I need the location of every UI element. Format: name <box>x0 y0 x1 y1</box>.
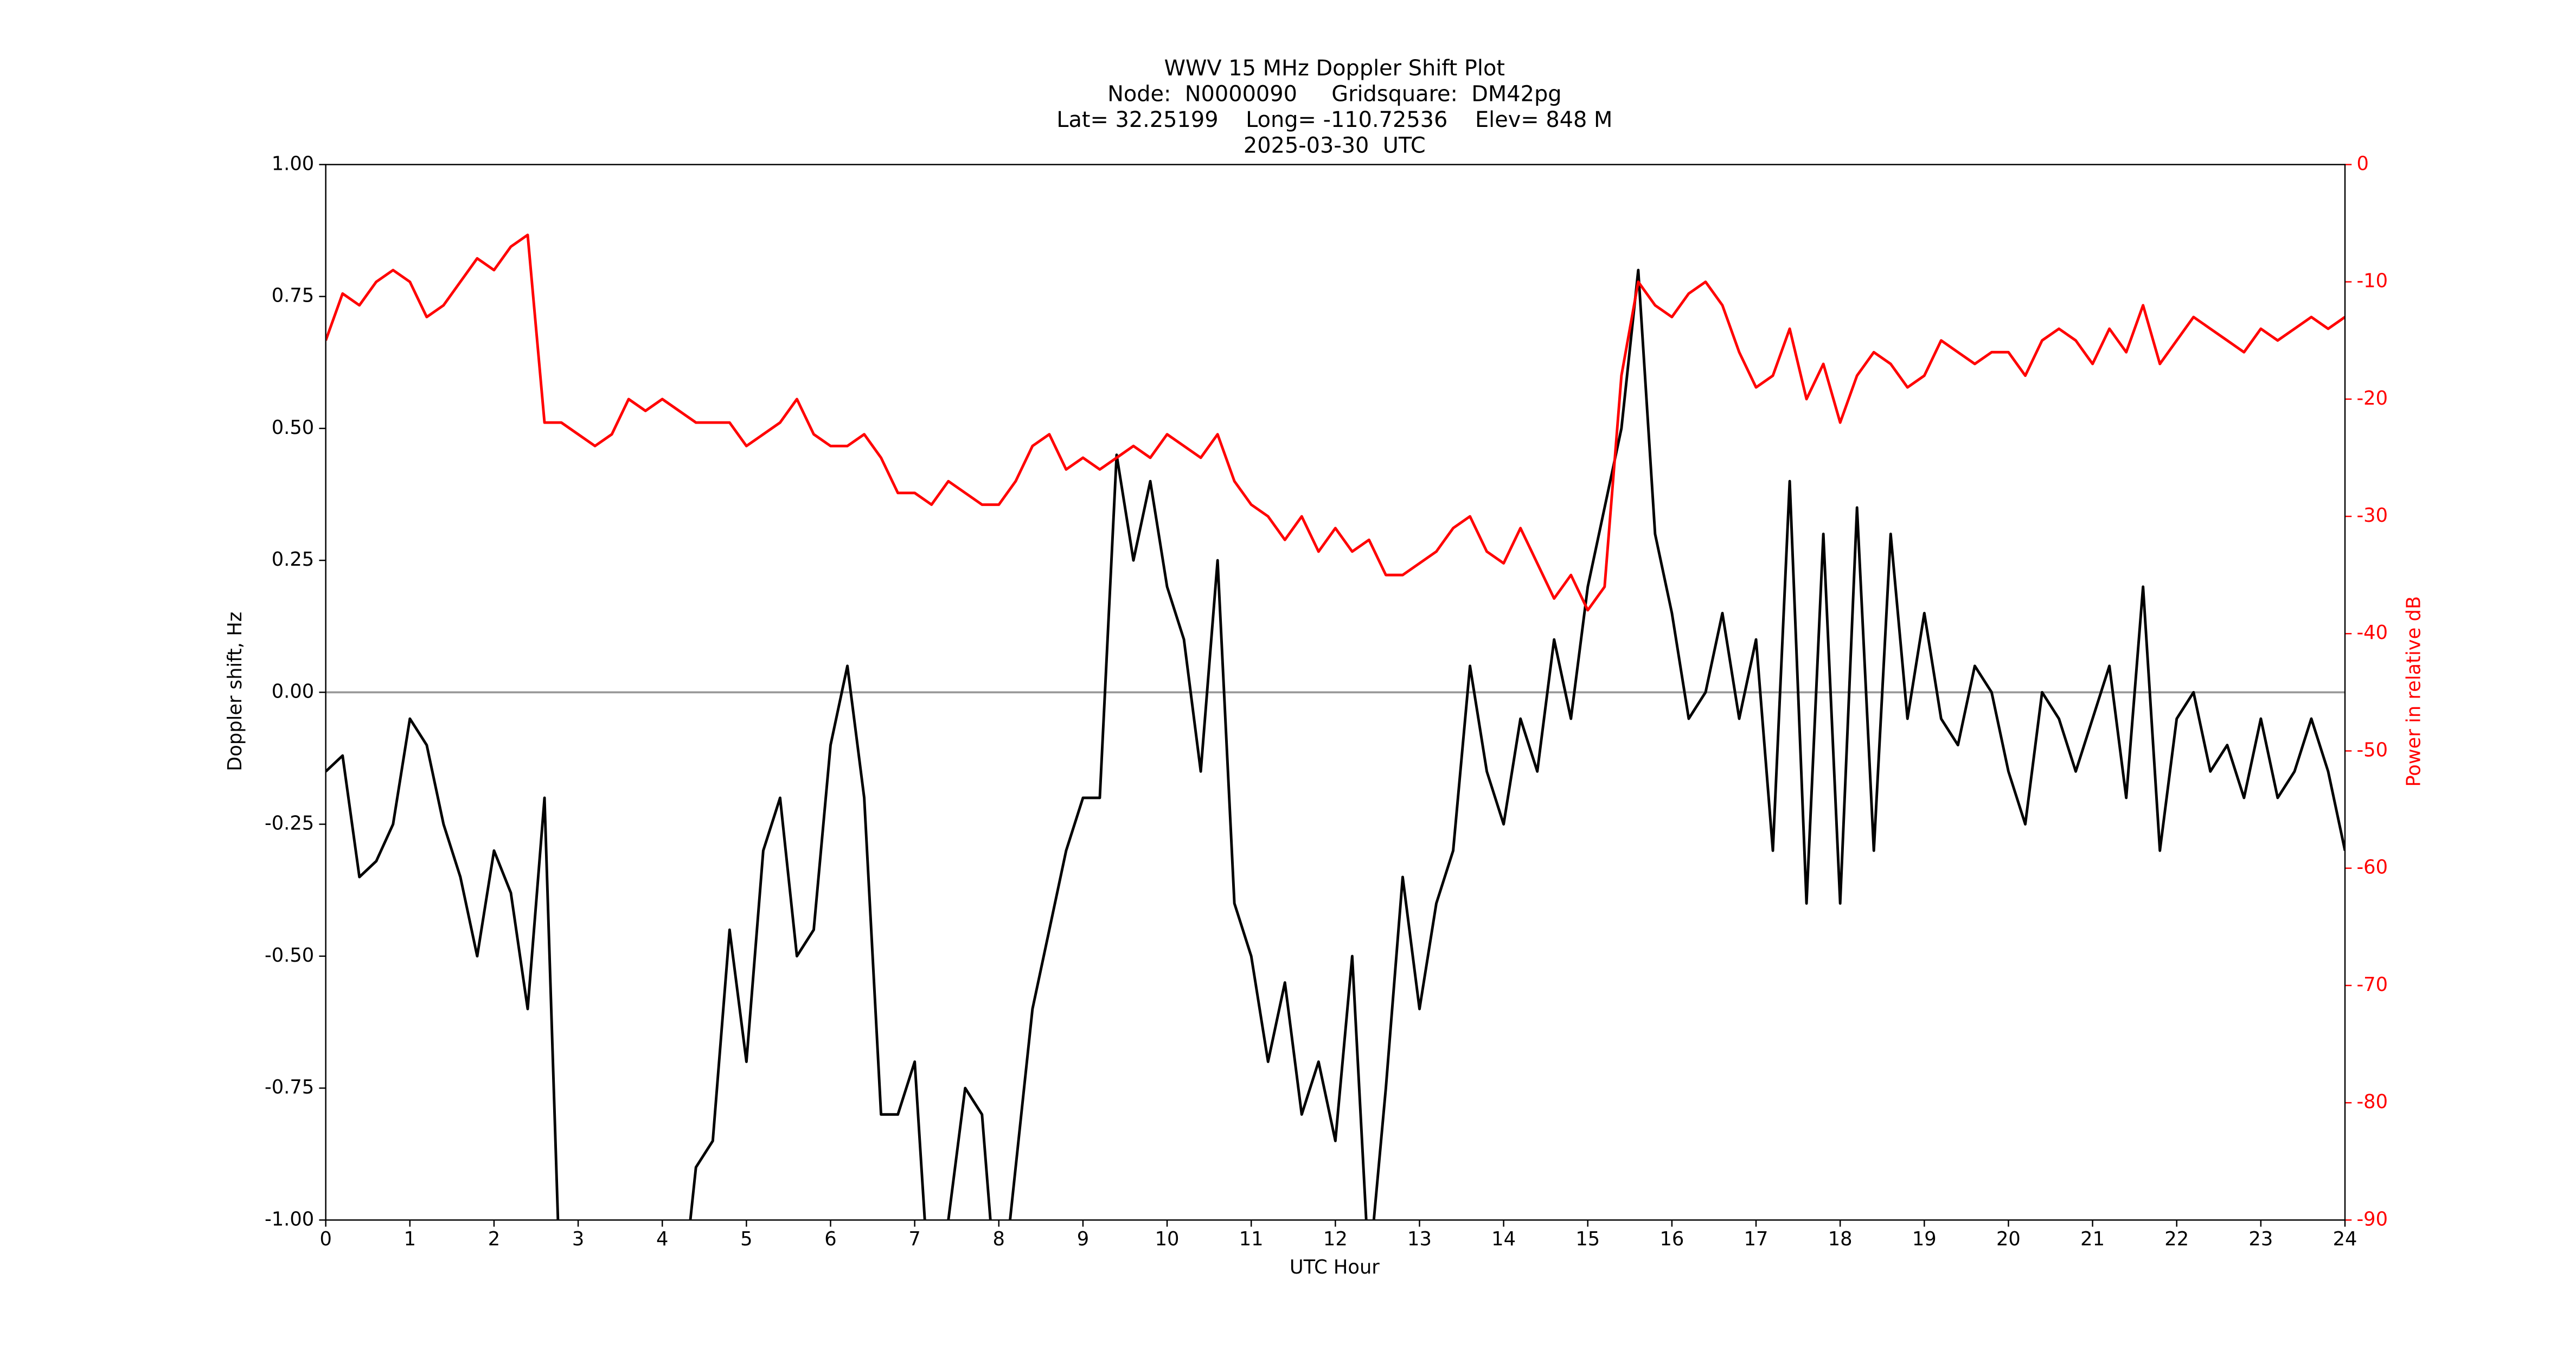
series-line <box>325 268 2346 1220</box>
x-tick-label: 0 <box>319 1228 331 1250</box>
x-tick-label: 13 <box>1407 1228 1432 1250</box>
series-line <box>325 233 2346 612</box>
x-tick-label: 24 <box>2333 1228 2357 1250</box>
y2-tick-label: -60 <box>2356 856 2388 879</box>
y2-tick-label: -90 <box>2356 1208 2388 1230</box>
chart-title: Node: N0000090 Gridsquare: DM42pg <box>1107 82 1561 107</box>
x-tick-label: 3 <box>572 1228 584 1250</box>
x-tick-label: 4 <box>656 1228 668 1250</box>
y-tick-label: -0.50 <box>265 944 314 967</box>
x-tick-label: 7 <box>908 1228 920 1250</box>
x-tick-label: 21 <box>2080 1228 2105 1250</box>
x-tick-label: 22 <box>2164 1228 2189 1250</box>
y2-tick-label: -40 <box>2356 622 2388 644</box>
x-tick-label: 10 <box>1155 1228 1180 1250</box>
x-tick-label: 14 <box>1491 1228 1516 1250</box>
y-tick-label: 0.75 <box>272 285 314 307</box>
y-tick-label: 0.25 <box>272 548 314 571</box>
y-axis-label: Doppler shift, Hz <box>224 612 246 771</box>
x-tick-label: 9 <box>1077 1228 1089 1250</box>
x-tick-label: 12 <box>1323 1228 1348 1250</box>
y2-tick-label: -20 <box>2356 387 2388 410</box>
x-axis-label: UTC Hour <box>1290 1256 1380 1278</box>
chart-title: Lat= 32.25199 Long= -110.72536 Elev= 848… <box>1056 107 1612 132</box>
chart-title: 2025-03-30 UTC <box>1244 133 1426 158</box>
y2-tick-label: -10 <box>2356 270 2388 292</box>
chart-title: WWV 15 MHz Doppler Shift Plot <box>1164 56 1505 81</box>
y2-tick-label: -50 <box>2356 739 2388 761</box>
plot-area <box>325 233 2346 1220</box>
y-tick-label: -0.75 <box>265 1076 314 1098</box>
x-tick-label: 18 <box>1828 1228 1853 1250</box>
y-tick-label: 1.00 <box>272 152 314 175</box>
y-tick-label: 0.50 <box>272 417 314 439</box>
x-tick-label: 17 <box>1744 1228 1768 1250</box>
plot-frame <box>325 164 2346 1221</box>
x-tick-label: 5 <box>740 1228 752 1250</box>
y-tick-label: -0.25 <box>265 813 314 835</box>
y-tick-label: 0.00 <box>272 680 314 702</box>
y2-tick-label: -70 <box>2356 974 2388 996</box>
x-tick-label: 15 <box>1575 1228 1600 1250</box>
y2-axis-label: Power in relative dB <box>2403 596 2425 787</box>
y2-tick-label: 0 <box>2356 152 2368 175</box>
x-tick-label: 1 <box>404 1228 416 1250</box>
y2-tick-label: -80 <box>2356 1091 2388 1113</box>
x-tick-label: 20 <box>1996 1228 2021 1250</box>
y2-tick-label: -30 <box>2356 504 2388 527</box>
x-tick-label: 19 <box>1912 1228 1937 1250</box>
x-tick-label: 11 <box>1239 1228 1264 1250</box>
x-tick-label: 8 <box>993 1228 1005 1250</box>
x-tick-label: 23 <box>2248 1228 2273 1250</box>
x-tick-label: 16 <box>1659 1228 1684 1250</box>
y-tick-label: -1.00 <box>265 1208 314 1230</box>
x-tick-label: 2 <box>488 1228 500 1250</box>
x-tick-label: 6 <box>824 1228 836 1250</box>
